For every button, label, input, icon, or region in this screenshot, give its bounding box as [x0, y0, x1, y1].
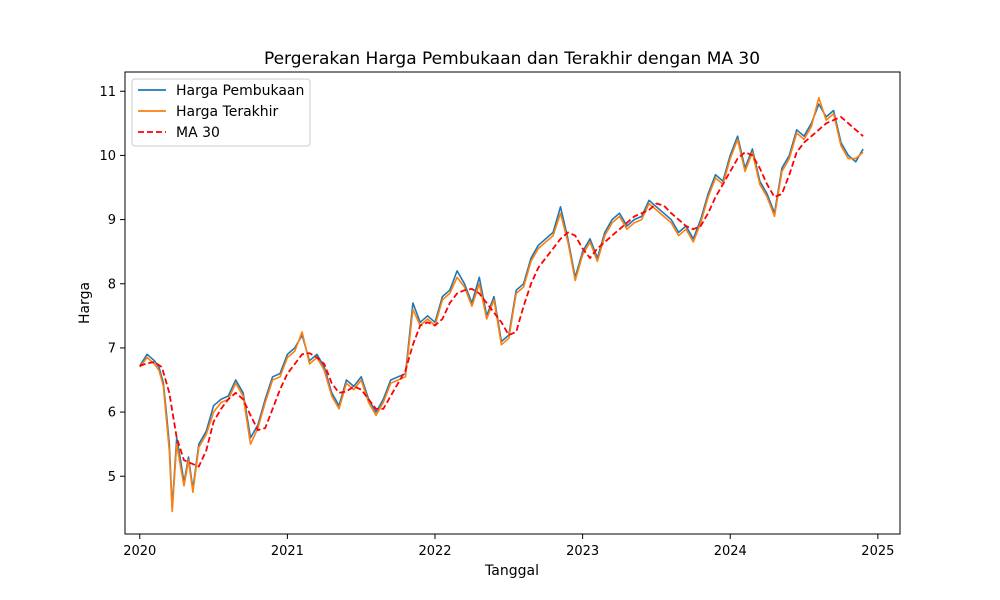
series-line-harga-pembukaan	[139, 103, 864, 510]
plot-frame	[124, 71, 901, 535]
series-line-ma-30	[139, 116, 864, 468]
x-axis: 2020 2021 2022 2023 2024 2025	[123, 534, 894, 559]
y-tick-label: 8	[108, 277, 116, 292]
chart-title: Pergerakan Harga Pembukaan dan Terakhir …	[264, 49, 760, 69]
x-tick-label: 2025	[861, 544, 894, 559]
x-tick-label: 2022	[418, 544, 451, 559]
legend-label-ma-30: MA 30	[176, 125, 220, 141]
x-tick-label: 2024	[714, 544, 747, 559]
y-axis: 5 6 7 8 9 10 11	[99, 85, 125, 485]
x-tick-label: 2020	[123, 544, 156, 559]
y-tick-label: 9	[108, 213, 116, 228]
y-tick-label: 7	[108, 341, 116, 356]
legend: Harga Pembukaan Harga Terakhir MA 30	[131, 78, 311, 147]
legend-box	[131, 78, 311, 147]
legend-label-harga-pembukaan: Harga Pembukaan	[176, 83, 304, 99]
legend-label-harga-terakhir: Harga Terakhir	[176, 104, 279, 120]
series-layer	[139, 96, 864, 513]
y-tick-label: 11	[99, 85, 116, 100]
x-axis-title: Tanggal	[484, 563, 539, 579]
y-tick-label: 10	[99, 149, 116, 164]
y-tick-label: 5	[108, 470, 116, 485]
series-line-harga-terakhir	[139, 96, 864, 513]
y-tick-label: 6	[108, 406, 116, 421]
x-tick-label: 2023	[566, 544, 599, 559]
y-axis-title: Harga	[77, 282, 93, 324]
plot-area	[124, 71, 901, 535]
x-tick-label: 2021	[271, 544, 304, 559]
